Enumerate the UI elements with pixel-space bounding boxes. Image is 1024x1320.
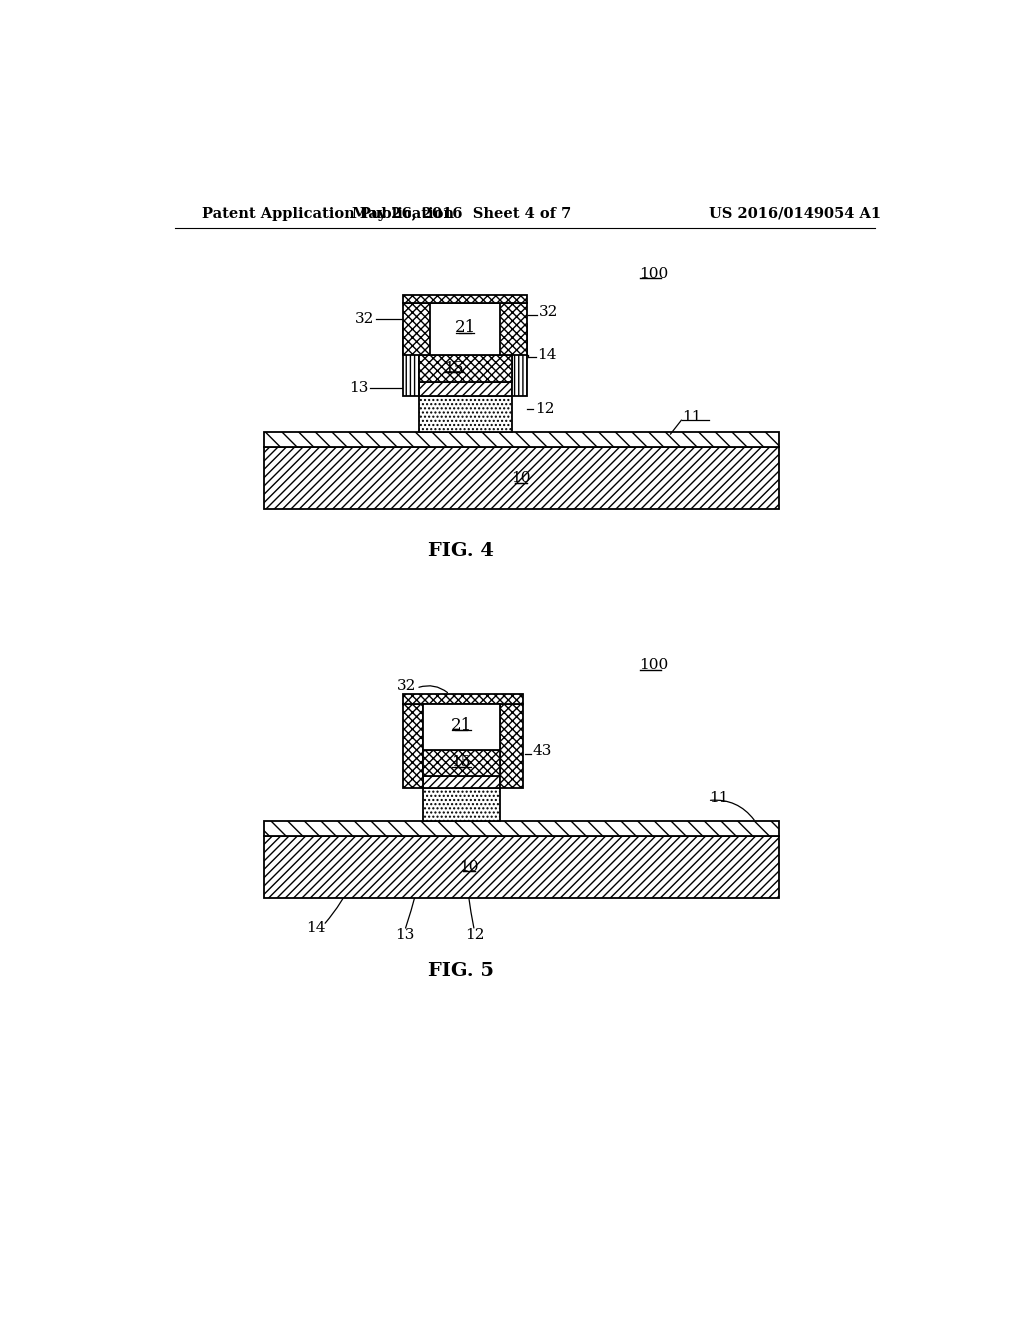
Text: 14: 14 — [538, 347, 557, 362]
Text: 11: 11 — [710, 791, 729, 804]
Bar — [403, 704, 423, 788]
Text: Patent Application Publication: Patent Application Publication — [202, 207, 454, 220]
FancyArrowPatch shape — [711, 800, 754, 820]
Bar — [423, 704, 500, 750]
Text: 43: 43 — [532, 744, 552, 758]
Bar — [419, 304, 512, 355]
Bar — [263, 432, 779, 447]
Text: 10: 10 — [511, 471, 530, 484]
Bar — [423, 776, 500, 788]
Bar — [423, 750, 500, 776]
Text: FIG. 4: FIG. 4 — [428, 543, 495, 560]
Bar — [419, 396, 512, 432]
Bar — [423, 776, 500, 788]
Text: 13: 13 — [349, 381, 369, 395]
Bar — [419, 396, 512, 432]
Text: 15: 15 — [452, 755, 471, 770]
Text: 100: 100 — [640, 267, 669, 281]
Bar — [263, 432, 779, 447]
Text: 21: 21 — [455, 319, 476, 337]
Bar — [403, 296, 527, 304]
Bar — [419, 381, 512, 396]
Bar — [500, 304, 527, 355]
Bar — [403, 296, 527, 304]
FancyArrowPatch shape — [406, 785, 437, 928]
Text: FIG. 5: FIG. 5 — [428, 962, 495, 979]
Text: 32: 32 — [539, 305, 558, 319]
Bar — [500, 304, 527, 355]
Text: 32: 32 — [355, 312, 375, 326]
Bar — [403, 304, 430, 355]
Text: 12: 12 — [465, 928, 484, 941]
Bar — [512, 323, 527, 396]
Bar — [263, 447, 779, 508]
Bar — [403, 323, 419, 396]
Bar — [263, 821, 779, 836]
Bar — [263, 821, 779, 836]
Bar — [512, 323, 527, 396]
FancyArrowPatch shape — [461, 800, 474, 928]
Bar — [423, 750, 500, 776]
Text: 32: 32 — [397, 678, 417, 693]
Bar — [423, 788, 500, 821]
Text: 14: 14 — [306, 921, 326, 936]
Bar — [419, 381, 512, 396]
Bar — [263, 836, 779, 898]
Bar — [419, 355, 512, 381]
Text: US 2016/0149054 A1: US 2016/0149054 A1 — [710, 207, 882, 220]
Text: 10: 10 — [459, 859, 479, 874]
Bar — [500, 704, 523, 788]
Text: 100: 100 — [640, 659, 669, 672]
Bar — [403, 704, 423, 788]
Bar — [403, 693, 523, 704]
Bar — [403, 693, 523, 704]
Text: 15: 15 — [443, 360, 463, 375]
Bar — [419, 355, 512, 381]
Text: 21: 21 — [451, 717, 472, 734]
Bar — [403, 323, 419, 396]
Bar — [500, 704, 523, 788]
FancyArrowPatch shape — [325, 829, 368, 923]
Bar — [423, 788, 500, 821]
Bar — [263, 447, 779, 508]
Bar — [263, 836, 779, 898]
Bar — [403, 304, 430, 355]
Text: 12: 12 — [535, 401, 554, 416]
Text: 11: 11 — [682, 411, 701, 424]
Text: May 26, 2016  Sheet 4 of 7: May 26, 2016 Sheet 4 of 7 — [351, 207, 570, 220]
FancyArrowPatch shape — [419, 686, 447, 693]
Text: 13: 13 — [395, 928, 415, 941]
